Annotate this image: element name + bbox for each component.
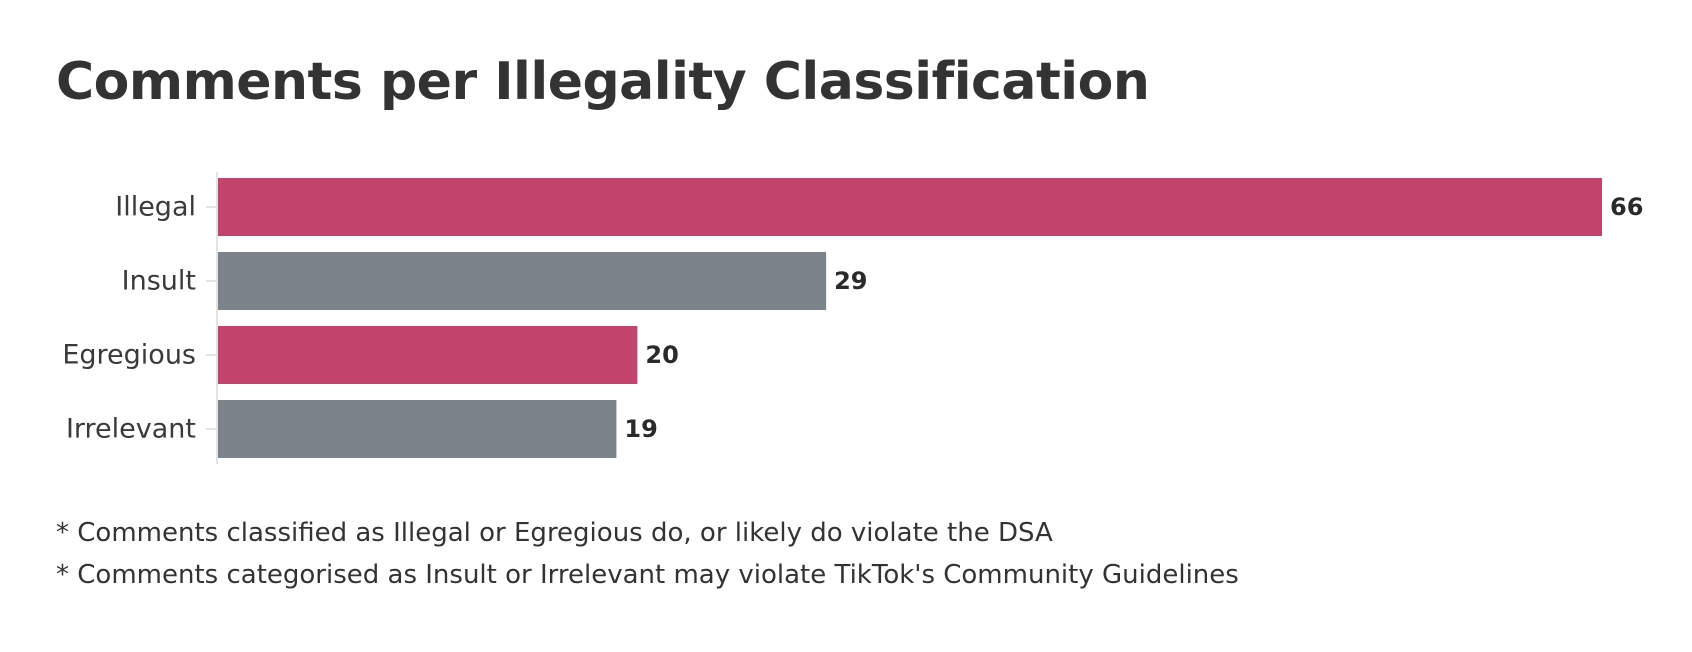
bar-egregious[interactable]	[218, 326, 638, 384]
bar-chart: Illegal 66 Insult 29 Egregious 20 Irrelevant 19	[62, 172, 1643, 464]
value-label-egregious: 20	[645, 341, 678, 369]
category-label-egregious: Egregious	[62, 340, 196, 371]
category-label-irrelevant: Irrelevant	[66, 414, 196, 445]
value-label-irrelevant: 19	[624, 415, 657, 443]
footnote-dsa: * Comments classified as Illegal or Egre…	[56, 518, 1053, 548]
bar-illegal[interactable]	[218, 178, 1602, 236]
category-label-illegal: Illegal	[115, 192, 196, 223]
value-label-illegal: 66	[1610, 193, 1643, 221]
bar-insult[interactable]	[218, 252, 827, 310]
footnotes: * Comments classified as Illegal or Egre…	[56, 512, 1239, 596]
category-label-insult: Insult	[122, 266, 196, 297]
bar-irrelevant[interactable]	[218, 400, 617, 458]
chart-title: Comments per Illegality Classification	[56, 52, 1150, 112]
value-label-insult: 29	[834, 267, 867, 295]
footnote-guidelines: * Comments categorised as Insult or Irre…	[56, 560, 1239, 590]
